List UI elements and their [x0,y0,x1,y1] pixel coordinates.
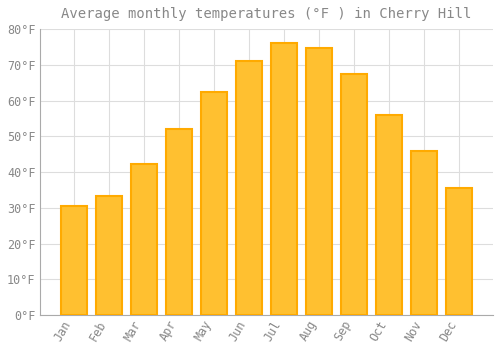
Bar [306,48,332,315]
Bar [446,188,472,315]
Bar [271,43,297,315]
Bar [411,151,438,315]
Title: Average monthly temperatures (°F ) in Cherry Hill: Average monthly temperatures (°F ) in Ch… [62,7,472,21]
Bar [131,164,157,315]
Bar [376,115,402,315]
Bar [201,92,228,315]
Bar [96,196,122,315]
Bar [236,61,262,315]
Bar [166,129,192,315]
Bar [61,206,87,315]
Bar [341,74,367,315]
